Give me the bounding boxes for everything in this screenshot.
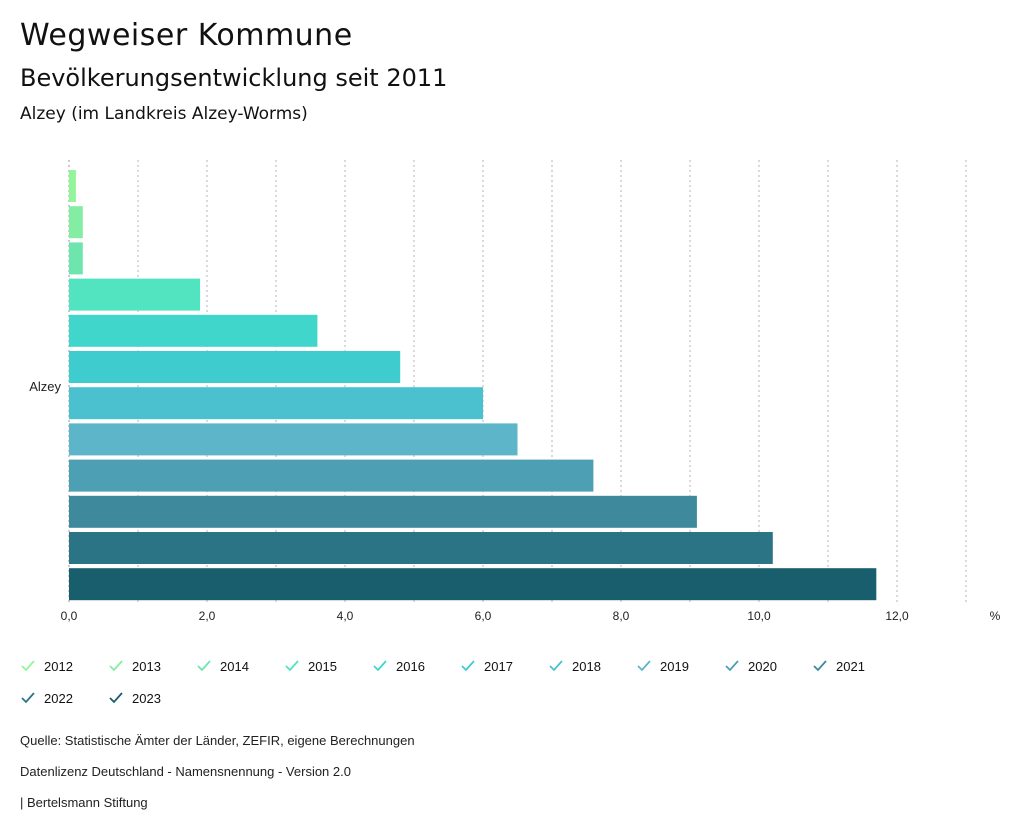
bar-2021 (69, 495, 697, 528)
bar-2018 (69, 387, 483, 420)
bar-2015 (69, 278, 201, 311)
legend-item-2018[interactable]: 2018 (548, 658, 601, 674)
legend-label: 2014 (220, 658, 249, 674)
page-title: Wegweiser Kommune (20, 18, 353, 53)
x-tick-label: 10,0 (747, 609, 771, 623)
bar-2019 (69, 423, 518, 456)
bar-2016 (69, 314, 318, 347)
x-tick-label: 0,0 (61, 609, 78, 623)
bar-2013 (69, 206, 83, 239)
x-tick-label: 6,0 (475, 609, 492, 623)
checkmark-icon (21, 660, 35, 672)
x-tick-label: 8,0 (613, 609, 630, 623)
bar-2012 (69, 170, 76, 202)
checkmark-icon (109, 660, 123, 672)
source-note: Quelle: Statistische Ämter der Länder, Z… (20, 733, 415, 748)
legend-item-2015[interactable]: 2015 (284, 658, 337, 674)
legend-item-2019[interactable]: 2019 (636, 658, 689, 674)
license-note: Datenlizenz Deutschland - Namensnennung … (20, 764, 351, 779)
checkmark-icon (373, 660, 387, 672)
legend-item-2012[interactable]: 2012 (20, 658, 73, 674)
checkmark-icon (21, 692, 35, 704)
bar-chart: Alzey 0,0 2,0 4,0 6,0 8,0 10,0 12,0% (29, 160, 1001, 623)
legend-label: 2021 (836, 658, 865, 674)
checkmark-icon (285, 660, 299, 672)
bar-2014 (69, 242, 83, 275)
category-label: Alzey (29, 379, 61, 394)
bar-2017 (69, 351, 401, 383)
region-label: Alzey (im Landkreis Alzey-Worms) (20, 104, 308, 124)
publisher-note: | Bertelsmann Stiftung (20, 795, 148, 810)
x-tick-label: 2,0 (199, 609, 216, 623)
legend-item-2022[interactable]: 2022 (20, 690, 73, 706)
legend-item-2023[interactable]: 2023 (108, 690, 161, 706)
checkmark-icon (813, 660, 827, 672)
checkmark-icon (109, 692, 123, 704)
x-tick-label: 4,0 (337, 609, 354, 623)
legend-label: 2016 (396, 658, 425, 674)
legend-item-2014[interactable]: 2014 (196, 658, 249, 674)
bar-2023 (69, 568, 877, 601)
legend-item-2016[interactable]: 2016 (372, 658, 425, 674)
checkmark-icon (725, 660, 739, 672)
legend-label: 2019 (660, 658, 689, 674)
checkmark-icon (461, 660, 475, 672)
legend-item-2021[interactable]: 2021 (812, 658, 865, 674)
legend-label: 2020 (748, 658, 777, 674)
legend-label: 2023 (132, 690, 161, 706)
checkmark-icon (549, 660, 563, 672)
legend-label: 2018 (572, 658, 601, 674)
x-tick-label: 12,0 (885, 609, 909, 623)
legend-label: 2022 (44, 690, 73, 706)
x-axis-unit: % (990, 609, 1001, 623)
legend-label: 2012 (44, 658, 73, 674)
legend-item-2017[interactable]: 2017 (460, 658, 513, 674)
bar-2022 (69, 532, 773, 564)
legend-item-2013[interactable]: 2013 (108, 658, 161, 674)
bar-2020 (69, 459, 594, 492)
checkmark-icon (197, 660, 211, 672)
legend-item-2020[interactable]: 2020 (724, 658, 777, 674)
chart-subtitle: Bevölkerungsentwicklung seit 2011 (20, 64, 448, 92)
checkmark-icon (637, 660, 651, 672)
legend-label: 2015 (308, 658, 337, 674)
legend-label: 2017 (484, 658, 513, 674)
legend-label: 2013 (132, 658, 161, 674)
